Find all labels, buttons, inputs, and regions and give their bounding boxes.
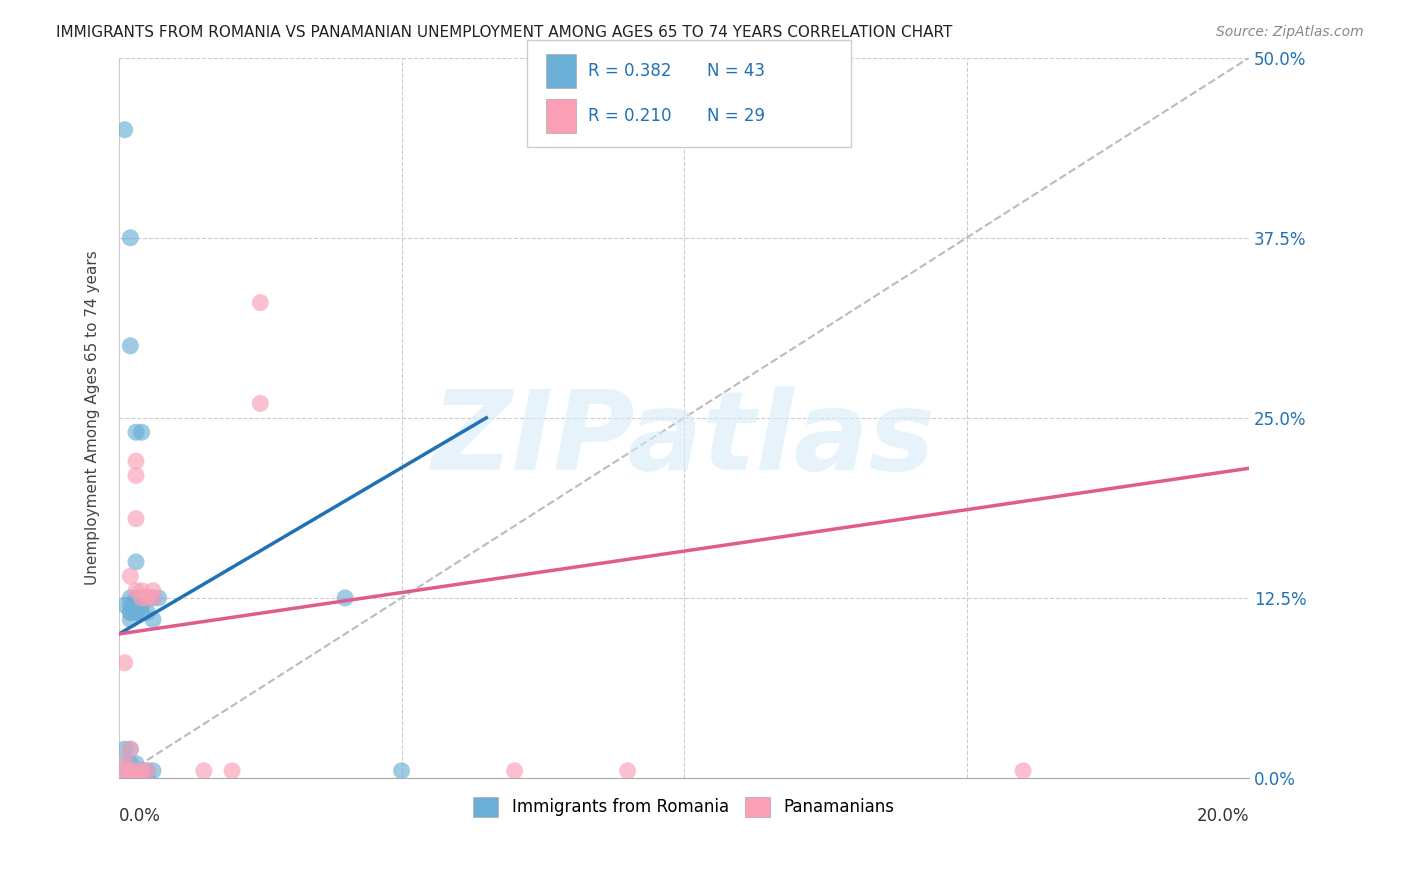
Point [120,756,142,771]
Point [114,756,136,771]
Text: Source: ZipAtlas.com: Source: ZipAtlas.com [1216,25,1364,39]
Text: N = 29: N = 29 [707,107,765,125]
Y-axis label: Unemployment Among Ages 65 to 74 years: Unemployment Among Ages 65 to 74 years [86,251,100,585]
Point [249,295,271,310]
Point [136,591,159,605]
Point [120,569,142,583]
Point [136,764,159,778]
Point [125,591,148,605]
Point [142,583,165,598]
Point [125,598,148,612]
Point [114,771,136,785]
Point [125,764,148,778]
Point [131,764,153,778]
Point [125,468,148,483]
Point [114,598,136,612]
Point [131,583,153,598]
Point [136,591,159,605]
Point [193,764,215,778]
Point [120,764,142,778]
Point [125,771,148,785]
Point [142,591,165,605]
Point [249,396,271,410]
Point [136,771,159,785]
Point [125,511,148,525]
Point [120,231,142,245]
Point [125,425,148,440]
Point [120,613,142,627]
Point [125,771,148,785]
Point [131,605,153,619]
Point [1012,764,1035,778]
Point [503,764,526,778]
Point [136,605,159,619]
Point [125,598,148,612]
Point [120,742,142,756]
Text: 0.0%: 0.0% [120,807,160,825]
Point [221,764,243,778]
Point [120,605,142,619]
Text: IMMIGRANTS FROM ROMANIA VS PANAMANIAN UNEMPLOYMENT AMONG AGES 65 TO 74 YEARS COR: IMMIGRANTS FROM ROMANIA VS PANAMANIAN UN… [56,25,953,40]
Point [120,591,142,605]
Point [125,454,148,468]
Point [131,591,153,605]
Point [333,591,356,605]
Point [120,771,142,785]
Point [114,756,136,771]
Point [131,598,153,612]
Point [131,425,153,440]
Point [131,764,153,778]
Point [391,764,413,778]
Text: ZIPatlas: ZIPatlas [432,386,936,493]
Point [114,742,136,756]
Point [131,771,153,785]
Point [616,764,638,778]
Point [125,605,148,619]
Point [120,339,142,353]
Text: R = 0.210: R = 0.210 [588,107,671,125]
Text: 20.0%: 20.0% [1197,807,1249,825]
Point [131,591,153,605]
Point [125,764,148,778]
Legend: Immigrants from Romania, Panamanians: Immigrants from Romania, Panamanians [467,790,901,823]
Point [120,598,142,612]
Text: N = 43: N = 43 [707,62,765,79]
Point [114,771,136,785]
Point [120,742,142,756]
Point [142,613,165,627]
Point [125,583,148,598]
Point [148,591,170,605]
Point [125,555,148,569]
Point [114,122,136,136]
Point [114,764,136,778]
Point [120,605,142,619]
Text: R = 0.382: R = 0.382 [588,62,671,79]
Point [125,756,148,771]
Point [120,764,142,778]
Point [120,771,142,785]
Point [142,764,165,778]
Point [125,605,148,619]
Point [142,591,165,605]
Point [114,764,136,778]
Point [136,764,159,778]
Point [131,771,153,785]
Point [114,656,136,670]
